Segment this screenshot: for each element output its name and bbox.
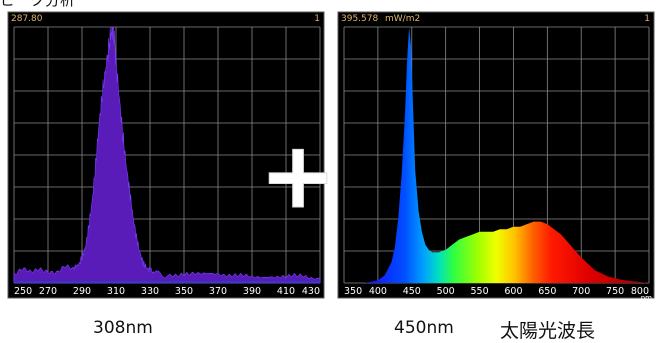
uv-peak-caption: 308nm: [93, 318, 153, 338]
spectrum-area: [13, 26, 321, 284]
x-tick-label: 390: [243, 286, 261, 297]
x-unit-label: nm: [641, 294, 652, 302]
x-tick-label: 290: [73, 286, 91, 297]
readout-unit: mW/m2: [385, 14, 420, 24]
solar-spectrum-panel: 395.578 mW/m2 1 350 400 450 500 550 600 650 700 750…: [337, 11, 655, 302]
x-tick-label: 350: [344, 286, 362, 297]
x-tick-label: 450: [403, 286, 421, 297]
plus-symbol: +: [259, 122, 336, 229]
max-readout: 287.80: [11, 14, 43, 24]
solar-peak-caption: 450nm: [394, 318, 454, 338]
x-tick-label: 430: [302, 286, 320, 297]
x-tick-label: 330: [141, 286, 159, 297]
x-tick-label: 550: [470, 286, 488, 297]
corner-label: 1: [644, 14, 650, 24]
heading: ピーク分析: [0, 0, 76, 9]
solar-wavelength-caption: 太陽光波長: [500, 320, 596, 342]
x-tick-label: 410: [277, 286, 295, 297]
x-tick-label: 500: [437, 286, 455, 297]
x-tick-label: 700: [572, 286, 590, 297]
x-tick-label: 750: [606, 286, 624, 297]
max-readout: 395.578: [341, 14, 378, 24]
x-tick-label: 270: [39, 286, 57, 297]
x-tick-label: 600: [504, 286, 522, 297]
spectrum-area: [344, 27, 649, 283]
x-tick-label: 400: [369, 286, 387, 297]
x-tick-label: 310: [107, 286, 125, 297]
x-tick-label: 650: [538, 286, 556, 297]
x-tick-label: 350: [175, 286, 193, 297]
x-tick-label: 250: [14, 286, 32, 297]
x-tick-label: 370: [209, 286, 227, 297]
uv-spectrum-panel: 287.80 1 250 270 290 310 330 350 370 390 410 430: [7, 11, 325, 299]
x-tick-label: 800: [631, 286, 649, 297]
corner-label: 1: [314, 14, 320, 24]
